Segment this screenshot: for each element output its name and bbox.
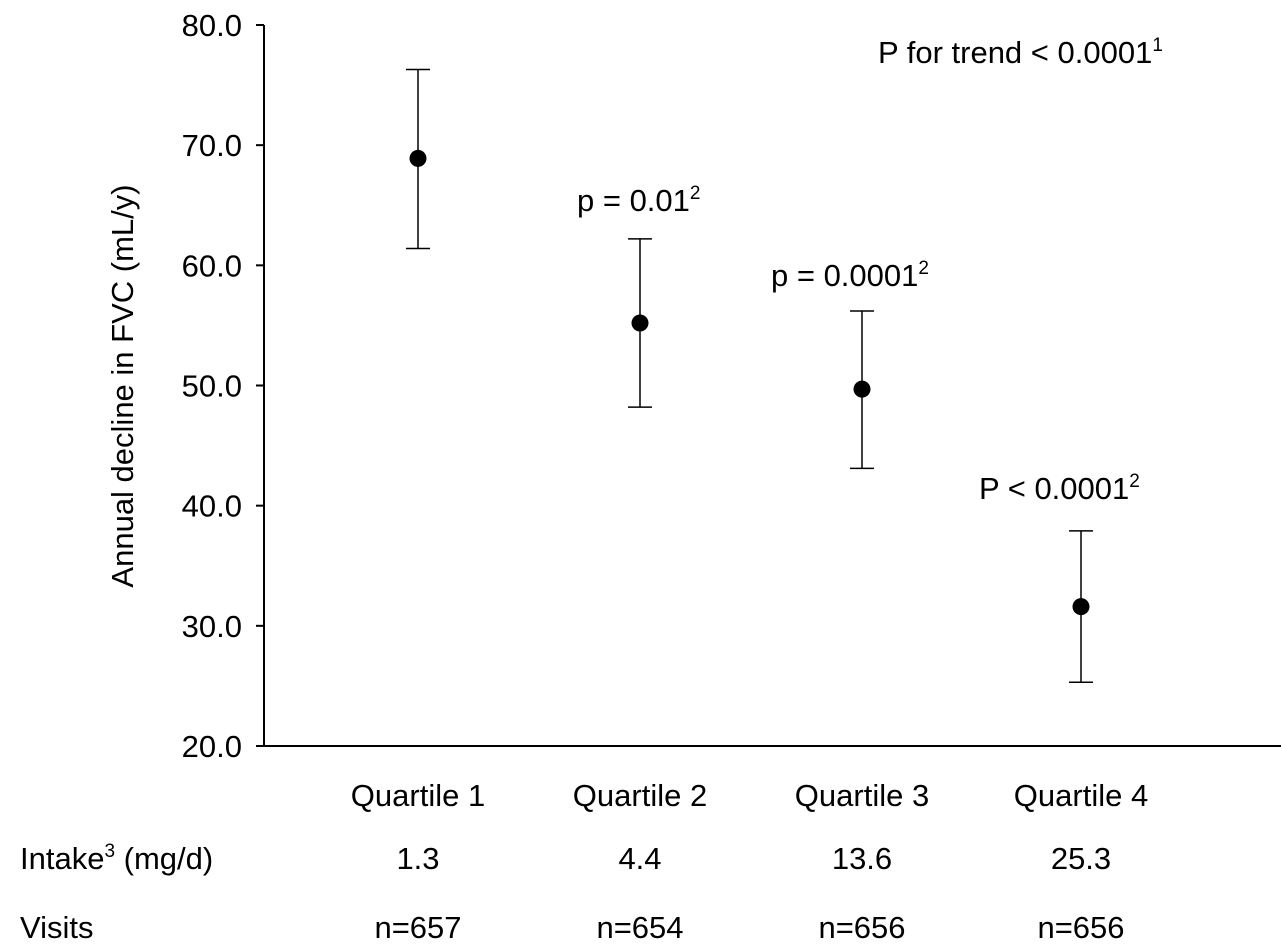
category-labels: Quartile 1 Quartile 2 Quartile 3 Quartile 4 [351,778,1148,813]
table-cell: 1.3 [396,841,439,876]
y-tick-label: 60.0 [182,248,242,283]
data-point-group [1069,530,1093,684]
table-row-label: Visits [20,910,94,945]
table-row-label-text: Visits [20,910,94,945]
y-tick-label: 40.0 [182,489,242,524]
data-point [853,380,871,398]
trend-annotation-superscript: 1 [1152,35,1163,56]
table-cell: n=657 [374,910,461,945]
y-tick-label: 50.0 [182,369,242,404]
y-tick-label: 70.0 [182,128,242,163]
y-tick-label: 30.0 [182,609,242,644]
y-tick-label: 80.0 [182,8,242,43]
p-value-annotation: P < 0.00012 [979,471,1140,506]
p-value-annotation-superscript: 2 [1129,471,1140,492]
data-point-group [406,68,430,250]
data-point [1072,598,1090,616]
x-category-label: Quartile 4 [1014,778,1148,813]
data-points [406,68,1093,684]
table-row-label-superscript: 3 [104,841,115,862]
summary-table: Intake3 (mg/d) 1.3 4.4 13.6 25.3 Visits n=657 n… [20,841,1125,945]
table-cell: n=656 [818,910,905,945]
y-tick-label: 20.0 [182,729,242,764]
p-value-annotation-text: p = 0.01 [577,183,690,218]
data-point [409,149,427,167]
table-row-label: Intake3 (mg/d) [20,841,213,876]
y-axis-ticks: 20.0 30.0 40.0 50.0 60.0 70.0 80.0 [182,8,264,764]
table-cell: n=654 [596,910,683,945]
trend-annotation: P for trend < 0.00011 [878,35,1163,70]
table-cell: 4.4 [618,841,661,876]
data-point-group [628,238,652,408]
p-value-annotation-text: p = 0.0001 [771,258,918,293]
x-category-label: Quartile 3 [795,778,929,813]
table-row-label-suffix: (mg/d) [115,841,213,876]
table-row-label-text: Intake [20,841,104,876]
table-cell: n=656 [1037,910,1124,945]
p-value-annotation: p = 0.00012 [771,258,929,293]
trend-annotation-text: P for trend < 0.0001 [878,35,1152,70]
p-value-annotation-superscript: 2 [918,258,929,279]
x-category-label: Quartile 2 [573,778,707,813]
table-cell: 13.6 [832,841,892,876]
y-axis-title: Annual decline in FVC (mL/y) [105,184,140,587]
p-value-annotation: p = 0.012 [577,183,700,218]
data-point [631,314,649,332]
data-point-group [850,310,874,470]
table-cell: 25.3 [1051,841,1111,876]
p-value-annotation-superscript: 2 [690,183,701,204]
x-category-label: Quartile 1 [351,778,485,813]
axes [263,25,1281,747]
p-value-annotation-text: P < 0.0001 [979,471,1129,506]
